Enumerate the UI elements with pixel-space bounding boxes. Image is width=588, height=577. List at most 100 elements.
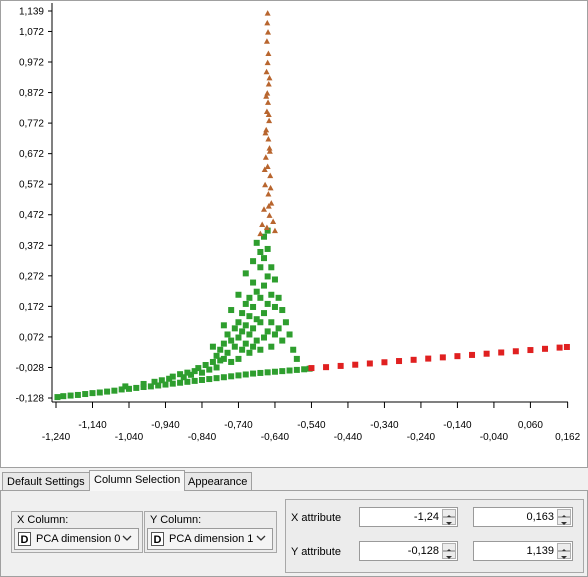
data-point — [250, 303, 257, 310]
data-point — [250, 279, 257, 286]
data-point — [265, 50, 272, 56]
spin-down-button[interactable] — [442, 517, 456, 525]
x-attribute-max-spinner[interactable]: 0,163 — [473, 507, 573, 527]
x-tick-label: -0,840 — [188, 432, 217, 443]
arrow-down-icon — [446, 522, 452, 525]
data-point — [191, 377, 198, 384]
data-point — [261, 255, 268, 262]
attribute-range-group: X attribute -1,24 0,163 Y attribute -0,1… — [285, 499, 584, 573]
data-point — [147, 383, 154, 390]
scatter-plot-area[interactable]: 1,139 1,072 0,972 0,872 0,772 0,672 0,572 0,472… — [0, 0, 588, 468]
data-point — [242, 270, 249, 277]
data-point — [89, 390, 96, 397]
tab-bar: Default Settings Column Selection Appear… — [0, 470, 588, 492]
x-column-select[interactable]: D PCA dimension 0 — [14, 528, 139, 550]
data-point — [250, 258, 257, 265]
spin-down-button[interactable] — [442, 551, 456, 559]
data-point — [264, 19, 271, 26]
data-point — [180, 374, 187, 381]
data-point — [140, 384, 147, 391]
data-point — [264, 227, 271, 234]
data-point — [308, 365, 315, 372]
spin-up-button[interactable] — [442, 509, 456, 518]
spin-up-button[interactable] — [557, 543, 571, 552]
data-point — [264, 10, 271, 16]
x-tick-label: -0,740 — [224, 420, 253, 431]
data-point — [563, 343, 570, 350]
spin-down-button[interactable] — [557, 551, 571, 559]
x-attribute-label: X attribute — [291, 512, 342, 524]
data-point — [250, 370, 257, 377]
data-point — [265, 135, 272, 142]
data-point — [286, 331, 293, 338]
data-point — [184, 378, 191, 385]
data-point — [264, 245, 271, 252]
data-point — [184, 369, 191, 376]
y-tick-label: 1,139 — [19, 7, 44, 18]
data-point — [271, 276, 278, 283]
data-point — [224, 331, 231, 338]
data-point — [337, 362, 344, 369]
spinner-arrows — [442, 509, 456, 525]
data-point — [242, 322, 249, 329]
data-point — [224, 349, 231, 356]
data-point — [118, 386, 125, 393]
data-point — [262, 154, 269, 160]
spinner-arrows — [442, 543, 456, 559]
data-point — [266, 148, 273, 154]
data-point — [140, 380, 147, 387]
data-point — [235, 334, 242, 341]
data-point — [228, 358, 235, 365]
data-point — [231, 343, 238, 350]
data-point — [213, 364, 220, 371]
x-attribute-min-spinner[interactable]: -1,24 — [359, 507, 458, 527]
data-point — [246, 294, 253, 301]
data-point — [155, 382, 162, 389]
spin-up-button[interactable] — [442, 543, 456, 552]
data-point — [67, 392, 74, 399]
data-point — [213, 375, 220, 382]
data-point — [271, 331, 278, 338]
data-point — [253, 239, 260, 246]
data-point — [74, 391, 81, 398]
data-point — [242, 300, 249, 307]
data-point — [228, 337, 235, 344]
data-point — [290, 346, 297, 353]
y-attribute-min-spinner[interactable]: -0,128 — [359, 541, 458, 561]
data-point — [266, 117, 273, 124]
data-point — [191, 368, 198, 375]
chevron-down-icon — [256, 535, 266, 541]
y-tick-label: 0,572 — [19, 180, 44, 191]
data-point — [498, 349, 505, 356]
data-point — [425, 355, 432, 362]
data-point — [246, 331, 253, 338]
data-point — [293, 355, 300, 362]
data-point — [257, 230, 264, 237]
y-attribute-max-value: 1,139 — [526, 545, 554, 557]
data-point — [261, 334, 268, 341]
x-tick-label: -0,540 — [297, 420, 326, 431]
y-attribute-max-spinner[interactable]: 1,139 — [473, 541, 573, 561]
arrow-down-icon — [561, 522, 567, 525]
x-column-group: X Column: D PCA dimension 0 — [11, 511, 143, 553]
data-point — [235, 319, 242, 326]
data-point — [235, 291, 242, 298]
data-point — [271, 368, 278, 375]
tab-default-settings[interactable]: Default Settings — [2, 472, 90, 490]
data-point — [242, 371, 249, 378]
data-point — [512, 348, 519, 355]
tab-column-selection[interactable]: Column Selection — [89, 470, 186, 491]
data-point — [266, 212, 273, 218]
spin-up-button[interactable] — [557, 509, 571, 518]
y-column-select[interactable]: D PCA dimension 1 — [147, 528, 273, 550]
data-point — [268, 200, 275, 206]
data-point — [166, 375, 173, 382]
x-tick-label: 0,060 — [518, 420, 543, 431]
data-point — [279, 307, 286, 314]
spin-down-button[interactable] — [557, 517, 571, 525]
data-point — [275, 325, 282, 332]
data-point — [268, 291, 275, 298]
data-point — [261, 282, 268, 289]
data-point — [266, 74, 273, 81]
tab-appearance[interactable]: Appearance — [183, 472, 253, 490]
